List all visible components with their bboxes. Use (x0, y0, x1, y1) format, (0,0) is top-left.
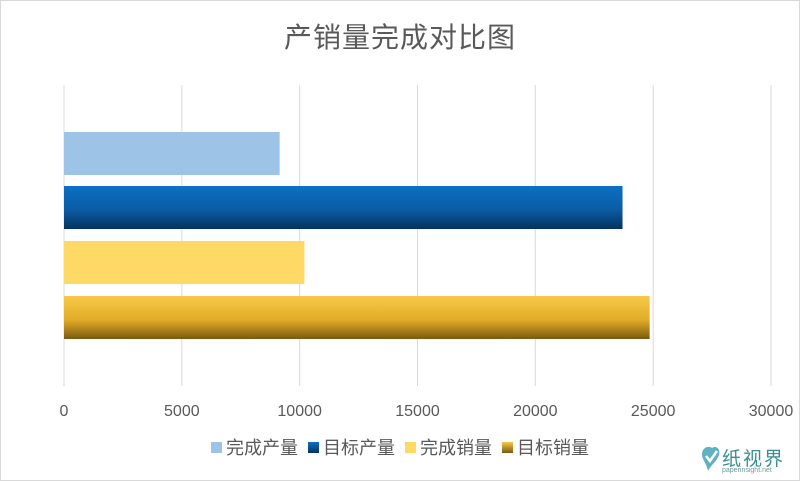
legend-item: 目标销量 (502, 434, 589, 460)
chart-title: 产销量完成对比图 (283, 21, 516, 54)
legend-swatch (308, 441, 319, 453)
x-tick-label: 0 (60, 403, 69, 420)
bar-2 (64, 186, 623, 229)
legend-label: 完成产量 (226, 438, 298, 459)
legend-label: 目标销量 (517, 438, 589, 459)
bar-4 (64, 296, 650, 339)
x-tick-label: 10000 (277, 403, 322, 420)
bar-1 (64, 132, 280, 175)
watermark-text: 纸视界 (722, 448, 786, 470)
legend-swatch (502, 441, 513, 453)
chart-legend: 完成产量 目标产量 完成销量 目标销量 (0, 434, 800, 460)
watermark-logo: 纸视界 paperinsight.net (700, 444, 796, 478)
watermark-icon (702, 446, 720, 471)
bar-3 (64, 241, 305, 284)
watermark-subtext: paperinsight.net (722, 467, 772, 474)
legend-swatch (211, 441, 222, 453)
x-tick-label: 25000 (631, 403, 676, 420)
legend-item: 完成产量 (211, 434, 298, 460)
x-tick-label: 15000 (395, 403, 440, 420)
legend-label: 完成销量 (420, 438, 492, 459)
legend-label: 目标产量 (323, 438, 395, 459)
x-tick-label: 30000 (749, 403, 794, 420)
x-tick-label: 5000 (164, 403, 200, 420)
legend-item: 目标产量 (308, 434, 395, 460)
legend-item: 完成销量 (405, 434, 492, 460)
x-tick-label: 20000 (513, 403, 558, 420)
legend-swatch (405, 441, 416, 453)
